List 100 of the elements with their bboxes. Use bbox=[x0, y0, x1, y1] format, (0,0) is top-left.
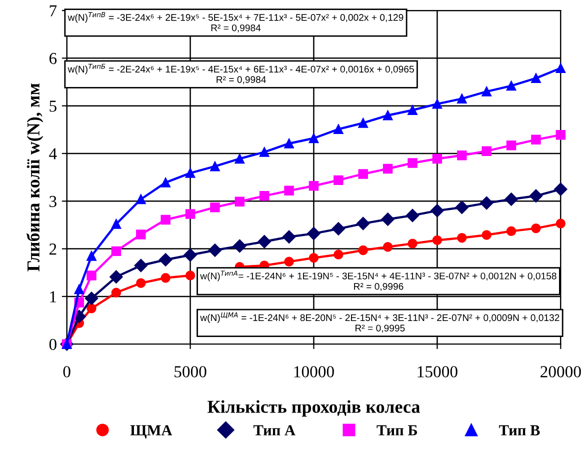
point bbox=[408, 238, 418, 248]
point bbox=[258, 235, 271, 248]
point bbox=[556, 130, 566, 140]
point bbox=[556, 63, 566, 74]
point bbox=[308, 133, 319, 144]
point bbox=[432, 235, 442, 246]
point bbox=[111, 288, 122, 298]
legend-label: Тип А bbox=[253, 425, 296, 436]
x-tick-label: 20000 bbox=[540, 366, 581, 378]
point bbox=[259, 147, 270, 157]
point bbox=[482, 146, 492, 156]
point bbox=[382, 242, 393, 252]
point bbox=[506, 80, 516, 91]
point bbox=[185, 168, 196, 178]
annotation: w(N)$^{ТипБ}$ = -2E-24x⁶ + 1E-19x⁵ - 4E-15x⁴ + 6E-11x³ - 4E-07x² + 0,0016x + 0,0965 R² = 0,9984 bbox=[68, 64, 414, 84]
point bbox=[210, 161, 220, 172]
point bbox=[111, 246, 122, 256]
x-tick-label: 0 bbox=[63, 366, 70, 378]
point bbox=[284, 256, 294, 267]
point bbox=[554, 182, 568, 196]
y-axis-title: Глибина колії w(N), мм bbox=[26, 84, 44, 272]
point bbox=[455, 200, 468, 214]
point bbox=[184, 248, 197, 262]
point bbox=[86, 251, 96, 261]
point bbox=[408, 158, 418, 168]
point bbox=[210, 202, 220, 212]
point bbox=[234, 196, 245, 206]
point bbox=[480, 196, 494, 210]
point bbox=[358, 118, 368, 128]
point bbox=[529, 189, 543, 202]
point bbox=[308, 252, 319, 263]
point bbox=[160, 178, 170, 188]
point bbox=[308, 181, 319, 191]
point bbox=[382, 164, 393, 174]
point bbox=[381, 212, 394, 226]
point bbox=[136, 278, 146, 288]
point bbox=[208, 244, 222, 257]
point bbox=[160, 273, 170, 283]
point bbox=[406, 208, 420, 222]
point bbox=[382, 110, 393, 120]
point bbox=[282, 230, 296, 244]
point bbox=[556, 218, 566, 228]
point bbox=[504, 192, 518, 206]
point bbox=[531, 73, 541, 84]
point bbox=[334, 175, 344, 186]
point bbox=[110, 270, 123, 284]
point bbox=[185, 270, 196, 280]
point bbox=[86, 304, 96, 314]
point bbox=[358, 245, 368, 256]
x-axis-title: Кількість проходів колеса bbox=[208, 400, 420, 417]
point bbox=[332, 222, 346, 236]
point bbox=[74, 284, 84, 294]
point bbox=[334, 124, 344, 134]
point bbox=[506, 140, 516, 150]
point bbox=[234, 154, 245, 164]
point bbox=[233, 239, 246, 253]
point bbox=[457, 150, 467, 160]
point bbox=[432, 154, 442, 164]
y-tick-label: 2 bbox=[49, 244, 56, 255]
point bbox=[284, 138, 294, 148]
point bbox=[408, 105, 418, 115]
point bbox=[430, 204, 444, 218]
y-tick-label: 7 bbox=[50, 5, 57, 16]
point bbox=[136, 230, 146, 240]
legend-label: Тип В bbox=[499, 425, 540, 436]
x-tick-label: 10000 bbox=[294, 366, 334, 378]
point bbox=[457, 94, 467, 104]
point bbox=[334, 250, 344, 260]
point bbox=[111, 219, 122, 229]
point bbox=[356, 216, 370, 230]
y-tick-label: 0 bbox=[49, 338, 56, 350]
point bbox=[358, 169, 368, 179]
point bbox=[134, 258, 148, 272]
point bbox=[307, 226, 320, 240]
point bbox=[284, 186, 294, 196]
x-tick-label: 5000 bbox=[174, 366, 206, 378]
x-tick-label: 15000 bbox=[418, 366, 458, 378]
point bbox=[482, 86, 492, 96]
annotation: w(N)$^{ЩМА}$ = -1E-24N⁶ + 8E-20N⁵ - 2E-15N⁴ + 3E-11N³ - 2E-07N² + 0,0009N + 0,0132 R² = 0,9995 bbox=[200, 312, 560, 333]
point bbox=[84, 292, 98, 305]
legend-label: ЩМА bbox=[130, 425, 172, 439]
y-tick-label: 1 bbox=[50, 291, 56, 302]
y-tick-label: 3 bbox=[50, 196, 56, 208]
point bbox=[160, 214, 170, 225]
point bbox=[185, 209, 196, 219]
point bbox=[158, 253, 172, 266]
point bbox=[259, 191, 270, 201]
y-tick-label: 6 bbox=[49, 52, 57, 64]
point bbox=[506, 226, 516, 236]
point bbox=[86, 270, 96, 280]
annotation: w(N)$^{ТипВ}$ = -3E-24x⁶ + 2E-19x⁵ - 5E-15x⁴ + 7E-11x³ - 5E-07x² + 0,002x + 0,129 R² = 0,9984 bbox=[68, 12, 404, 32]
annotation: w(N)$^{ТипА}$= -1E-24N⁶ + 1E-19N⁵ - 3E-15N⁴ + 4E-11N³ - 3E-07N² + 0,0012N + 0,0158 R² = 0,9996 bbox=[200, 270, 556, 291]
point bbox=[482, 230, 492, 240]
point bbox=[531, 223, 541, 234]
point bbox=[432, 99, 442, 109]
y-tick-label: 5 bbox=[50, 100, 56, 112]
y-tick-label: 4 bbox=[49, 148, 57, 160]
point bbox=[457, 232, 467, 243]
legend-label: Тип Б bbox=[376, 425, 418, 436]
point bbox=[531, 134, 541, 145]
